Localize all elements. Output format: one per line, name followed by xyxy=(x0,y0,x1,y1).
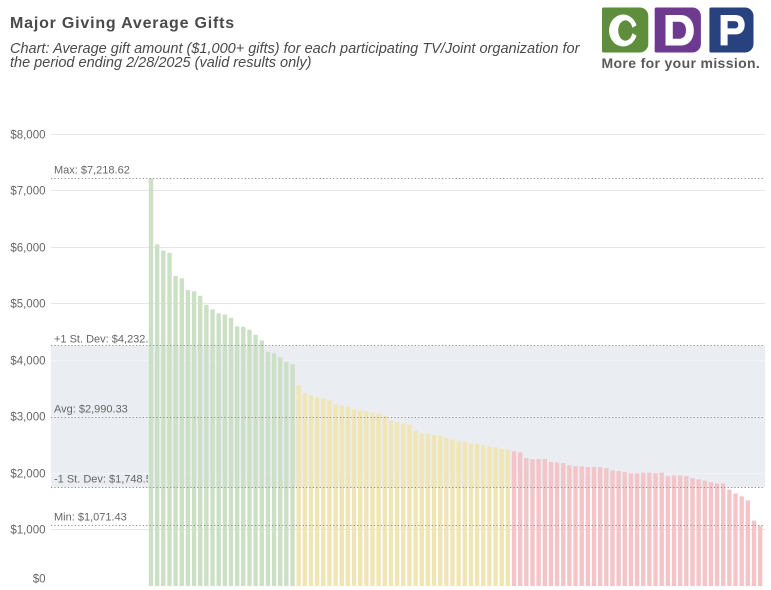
svg-text:$1,000: $1,000 xyxy=(10,525,45,537)
svg-text:$5,000: $5,000 xyxy=(10,299,45,311)
svg-text:$7,000: $7,000 xyxy=(10,186,45,198)
svg-text:-1 St. Dev: $1,748.55: -1 St. Dev: $1,748.55 xyxy=(54,474,158,486)
svg-text:Max: $7,218.62: Max: $7,218.62 xyxy=(54,165,130,177)
svg-text:+1 St. Dev: $4,232.24: +1 St. Dev: $4,232.24 xyxy=(54,334,161,346)
svg-text:Min: $1,071.43: Min: $1,071.43 xyxy=(54,512,127,524)
svg-text:$0: $0 xyxy=(33,573,46,585)
svg-text:Avg: $2,990.33: Avg: $2,990.33 xyxy=(54,404,128,416)
svg-text:$6,000: $6,000 xyxy=(10,243,45,255)
svg-text:$4,000: $4,000 xyxy=(10,356,45,368)
svg-text:$2,000: $2,000 xyxy=(10,469,45,481)
svg-text:$8,000: $8,000 xyxy=(10,130,45,142)
svg-text:$3,000: $3,000 xyxy=(10,412,45,424)
